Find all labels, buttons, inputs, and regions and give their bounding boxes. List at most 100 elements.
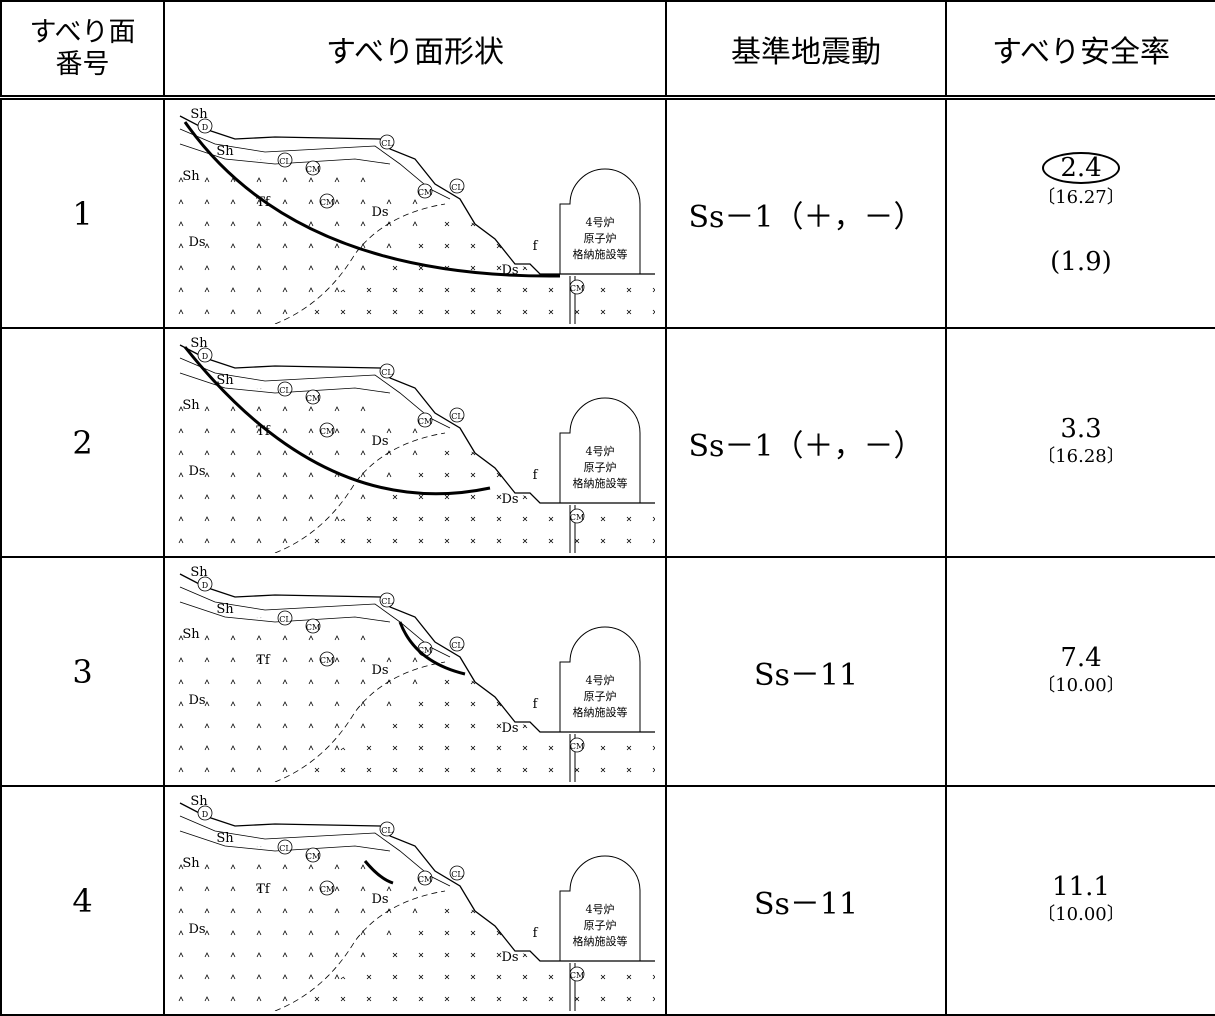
diagram-label: CL [381, 139, 393, 148]
diagram-label: 4号炉 [586, 674, 615, 687]
diagram-label: D [202, 581, 208, 590]
layer-line [179, 372, 391, 393]
diagram-label: Sh [182, 398, 200, 413]
label-circle [319, 193, 335, 208]
safety-factor: 7.4 [1060, 642, 1102, 673]
diagram-label: Sh [182, 856, 200, 871]
diagram-label: CL [279, 157, 291, 166]
terrain [179, 343, 655, 504]
diagram-label: CL [451, 412, 463, 421]
diagram-label: CM [570, 742, 584, 751]
safety-factor: 11.1 [1052, 871, 1110, 902]
diagram-label: D [202, 352, 208, 361]
label-circle [417, 870, 433, 885]
diagram-label: CM [570, 971, 584, 980]
diagram-label: Ds [188, 235, 205, 250]
dashed-boundary [274, 203, 446, 324]
label-circle [277, 152, 293, 167]
diagram-label: Ds [371, 434, 388, 449]
label-circle [449, 178, 465, 193]
label-circle [305, 847, 321, 862]
diagram-label: D [202, 123, 208, 132]
safety-wrap: 11.1 [947, 873, 1215, 901]
time: 〔16.28〕 [1037, 445, 1125, 467]
label-circle [379, 592, 395, 607]
diagram-label: Sh [190, 336, 208, 351]
dashed-boundary [274, 890, 446, 1011]
table-row: 4 Sh D Sh Sh CL CM CL CM CM CL Tf Ds Ds f Ds CM 4号炉 原子炉 格納施… [0, 785, 1215, 1016]
diagram-label: Ds [371, 892, 388, 907]
slip-surface [398, 620, 466, 675]
diagram-label: CL [279, 844, 291, 853]
safety-factor: 2.4 [1042, 151, 1120, 184]
diagram-label: CM [570, 513, 584, 522]
label-circle [197, 347, 213, 362]
label-circle [277, 610, 293, 625]
label-circle [305, 618, 321, 633]
safety-wrap: 2.4 [947, 151, 1215, 184]
diagram-label: 4号炉 [586, 216, 615, 229]
safety-cell: 2.4 〔16.27〕 (1.9) [945, 96, 1215, 329]
diagram-label: f [533, 468, 539, 483]
ground-motion: Ss－1（＋，－） [665, 96, 947, 329]
terrain [179, 572, 655, 733]
diagram-label: CM [570, 284, 584, 293]
diagram-label: CM [418, 646, 432, 655]
diagram-label: 格納施設等 [573, 476, 628, 490]
slip-surface [183, 120, 561, 278]
diagram-label: CM [306, 394, 320, 403]
diagram-label: CM [418, 875, 432, 884]
table-row: 1 Sh D Sh Sh CL CM CL CM CM CL Tf Ds Ds f Ds CM 4号炉 原子炉 格納施… [0, 96, 1215, 329]
diagram-label: Sh [216, 831, 234, 846]
header-cell: すべり面 番号 [0, 0, 165, 100]
label-circle [379, 363, 395, 378]
label-circle [449, 636, 465, 651]
diagram-label: Tf [256, 653, 271, 668]
diagram-label: Ds [371, 663, 388, 678]
diagram-label: CL [451, 641, 463, 650]
diagram-label: 格納施設等 [573, 705, 628, 719]
safety-factor: 3.3 [1060, 413, 1102, 444]
slip-shape-cell: Sh D Sh Sh CL CM CL CM CM CL Tf Ds Ds f Ds CM 4号炉 原子炉 格納施設… [163, 785, 667, 1016]
row-number: 2 [0, 327, 165, 558]
diagram-label: 4号炉 [586, 903, 615, 916]
terrain [179, 801, 655, 962]
label-circle [449, 865, 465, 880]
diagram-label: 原子炉 [584, 690, 617, 703]
slip-shape-cell: Sh D Sh Sh CL CM CL CM CM CL Tf Ds Ds f Ds CM 4号炉 原子炉 格納施設… [163, 556, 667, 787]
diagram-label: Tf [256, 882, 271, 897]
label-circle [197, 118, 213, 133]
lower-zone [275, 900, 655, 1011]
diagram-label: CL [451, 183, 463, 192]
ground-motion: Ss－1（＋，－） [665, 327, 947, 558]
diagram-label: Ds [188, 693, 205, 708]
diagram-label: 4号炉 [586, 445, 615, 458]
diagram-label: 格納施設等 [573, 934, 628, 948]
label-circle [417, 183, 433, 198]
label-circle [305, 160, 321, 175]
table-row: 2 Sh D Sh Sh CL CM CL CM CM CL Tf Ds Ds f Ds CM 4号炉 原子炉 格納施… [0, 327, 1215, 558]
header-cell: 基準地震動 [665, 0, 947, 100]
diagram-label: Sh [182, 627, 200, 642]
diagram-label: 原子炉 [584, 461, 617, 474]
lower-zone [275, 671, 655, 782]
diagram-label: Sh [190, 794, 208, 809]
header-cell: すべり面形状 [163, 0, 667, 100]
diagram-label: CM [306, 852, 320, 861]
diagram-label: 原子炉 [584, 232, 617, 245]
diagram-label: Ds [501, 721, 518, 736]
label-circle [319, 651, 335, 666]
upper-zone [175, 387, 445, 553]
dashed-boundary [274, 661, 446, 782]
safety-wrap: 7.4 [947, 644, 1215, 672]
diagram-label: CL [381, 826, 393, 835]
diagram-label: CL [381, 597, 393, 606]
dashed-boundary [274, 432, 446, 553]
diagram-label: Ds [501, 492, 518, 507]
header-cell: すべり安全率 [945, 0, 1215, 100]
layer-line [179, 830, 391, 851]
layer-line [179, 601, 391, 622]
